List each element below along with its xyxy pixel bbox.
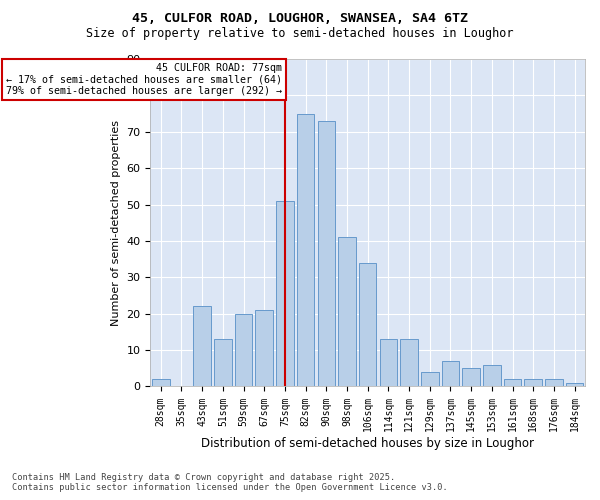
Y-axis label: Number of semi-detached properties: Number of semi-detached properties (111, 120, 121, 326)
Bar (214, 339, 232, 386)
Bar (566, 383, 583, 386)
Bar (317, 121, 335, 386)
Bar (421, 372, 439, 386)
Bar (297, 114, 314, 386)
X-axis label: Distribution of semi-detached houses by size in Loughor: Distribution of semi-detached houses by … (201, 437, 534, 450)
Bar (524, 379, 542, 386)
Bar (256, 310, 273, 386)
Bar (276, 201, 294, 386)
Bar (152, 379, 170, 386)
Text: 45 CULFOR ROAD: 77sqm
← 17% of semi-detached houses are smaller (64)
79% of semi: 45 CULFOR ROAD: 77sqm ← 17% of semi-deta… (6, 62, 282, 96)
Text: Size of property relative to semi-detached houses in Loughor: Size of property relative to semi-detach… (86, 28, 514, 40)
Bar (504, 379, 521, 386)
Bar (338, 238, 356, 386)
Text: 45, CULFOR ROAD, LOUGHOR, SWANSEA, SA4 6TZ: 45, CULFOR ROAD, LOUGHOR, SWANSEA, SA4 6… (132, 12, 468, 26)
Bar (483, 364, 500, 386)
Text: Contains HM Land Registry data © Crown copyright and database right 2025.
Contai: Contains HM Land Registry data © Crown c… (12, 473, 448, 492)
Bar (545, 379, 563, 386)
Bar (235, 314, 253, 386)
Bar (359, 263, 376, 386)
Bar (193, 306, 211, 386)
Bar (442, 361, 459, 386)
Bar (380, 339, 397, 386)
Bar (463, 368, 480, 386)
Bar (400, 339, 418, 386)
